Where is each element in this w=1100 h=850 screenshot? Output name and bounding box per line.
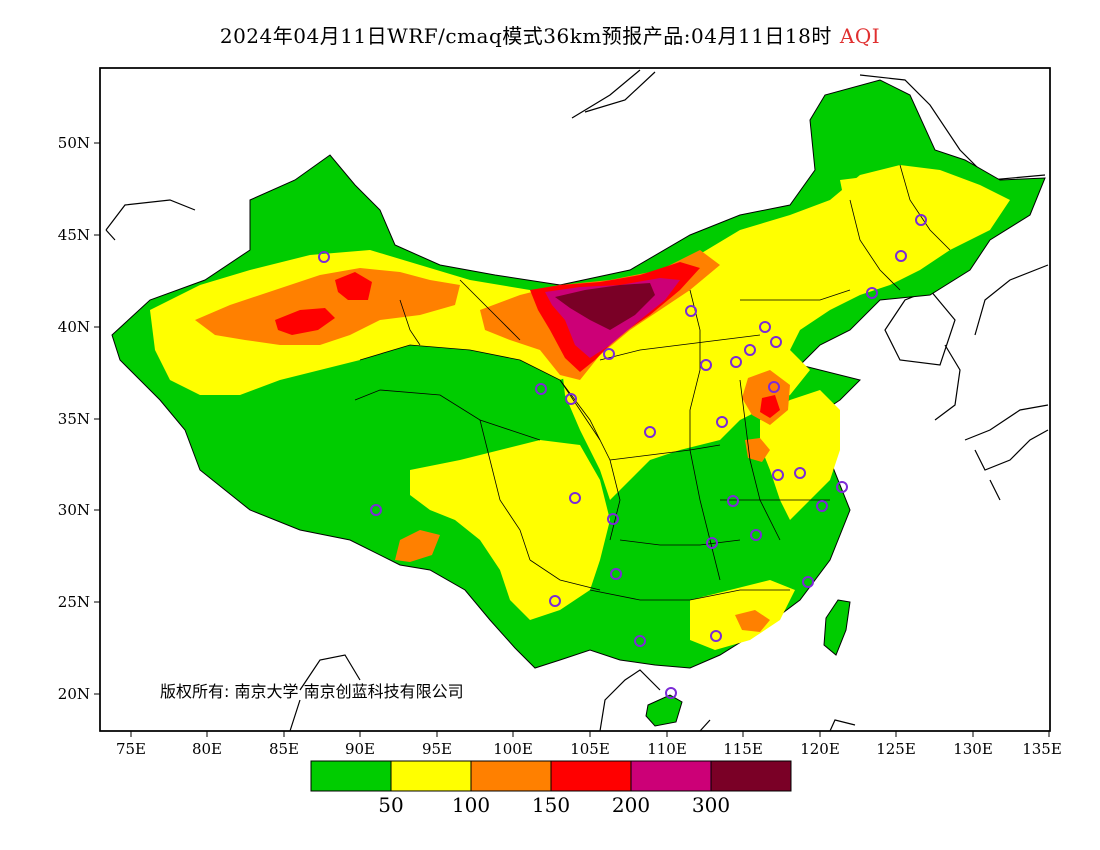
lat-tick-label: 50N	[58, 134, 90, 152]
station-marker	[634, 635, 646, 647]
station-marker	[915, 214, 927, 226]
station-marker	[644, 426, 656, 438]
lon-tick-label: 105E	[570, 740, 610, 758]
colorbar-label: 200	[612, 793, 650, 817]
station-marker	[750, 529, 762, 541]
lon-tick-label: 90E	[345, 740, 375, 758]
lat-tick-label: 30N	[58, 501, 90, 519]
lon-tick-label: 125E	[876, 740, 916, 758]
island-hainan	[645, 694, 683, 727]
lake-baikal-outline	[571, 69, 656, 119]
lon-tick-label: 100E	[493, 740, 533, 758]
region-yellow-coast	[760, 390, 840, 520]
station-marker	[706, 537, 718, 549]
region-red-xinjiang-west	[275, 308, 335, 335]
lat-tick-label: 35N	[58, 410, 90, 428]
colorbar-swatch	[390, 760, 472, 792]
colorbar-label: 100	[452, 793, 490, 817]
station-marker	[700, 359, 712, 371]
korea-outline	[884, 289, 956, 366]
kazakh-outline	[105, 199, 196, 241]
lat-tick-label: 25N	[58, 593, 90, 611]
region-orange-guangdong	[735, 610, 770, 632]
station-marker	[772, 469, 784, 481]
colorbar-label: 300	[692, 793, 730, 817]
lat-tick-label: 40N	[58, 318, 90, 336]
lon-tick-label: 95E	[422, 740, 452, 758]
southasia-outline	[289, 654, 361, 731]
station-marker	[836, 481, 848, 493]
map-title: 2024年04月11日WRF/cmaq模式36km预报产品:04月11日18时 A…	[0, 20, 1100, 49]
station-markers	[318, 214, 927, 699]
region-yellow-northeast-plain	[840, 175, 940, 255]
station-marker	[685, 305, 697, 317]
station-marker	[318, 251, 330, 263]
region-red-shandong	[760, 395, 780, 418]
indochina-outline	[599, 669, 711, 731]
lon-tick-label: 135E	[1022, 740, 1062, 758]
russia-coast	[974, 264, 1049, 336]
station-marker	[549, 595, 561, 607]
station-marker	[816, 500, 828, 512]
station-marker	[603, 348, 615, 360]
province-borders	[354, 164, 951, 601]
station-marker	[535, 383, 547, 395]
lon-tick-label: 120E	[800, 740, 840, 758]
region-orange-sichuan	[395, 530, 440, 562]
station-marker	[569, 492, 581, 504]
station-marker	[895, 250, 907, 262]
colorbar-swatch	[310, 760, 392, 792]
lon-tick-label: 115E	[723, 740, 763, 758]
region-maroon-north	[555, 283, 655, 330]
region-orange-xinjiang	[195, 268, 460, 345]
station-marker	[727, 495, 739, 507]
station-marker	[565, 393, 577, 405]
lon-tick-label: 130E	[953, 740, 993, 758]
longitude-axis: 75E 80E 85E 90E 95E 100E 105E 110E 115E …	[116, 731, 1062, 758]
station-marker	[794, 467, 806, 479]
region-orange-hubei	[745, 438, 770, 462]
colorbar-label: 150	[532, 793, 570, 817]
lat-tick-label: 20N	[58, 685, 90, 703]
title-main: 2024年04月11日WRF/cmaq模式36km预报产品:04月11日18时	[219, 24, 832, 48]
station-marker	[770, 336, 782, 348]
colorbar-label: 50	[378, 793, 403, 817]
station-marker	[716, 416, 728, 428]
station-marker	[744, 344, 756, 356]
station-marker	[370, 504, 382, 516]
colorbar-swatch	[470, 760, 552, 792]
lat-tick-label: 45N	[58, 226, 90, 244]
title-variable: AQI	[839, 24, 881, 48]
station-marker	[802, 576, 814, 588]
latitude-axis: 20N 25N 30N 35N 40N 45N 50N	[58, 134, 100, 703]
region-yellow-southwest	[410, 440, 610, 620]
philippines-outline	[829, 719, 856, 731]
lon-tick-label: 110E	[647, 740, 687, 758]
japan-outline	[964, 404, 1049, 501]
station-marker	[665, 687, 677, 699]
station-marker	[866, 287, 878, 299]
lon-tick-label: 80E	[192, 740, 222, 758]
station-marker	[768, 381, 780, 393]
copyright-text: 版权所有: 南京大学 南京创蓝科技有限公司	[160, 682, 464, 701]
colorbar-swatch	[550, 760, 632, 792]
colorbar: 50 100 150 200 300	[310, 760, 792, 817]
station-marker	[610, 568, 622, 580]
map-frame-border	[99, 67, 1051, 732]
station-marker	[759, 321, 771, 333]
region-red-xinjiang-east	[335, 272, 372, 300]
island-taiwan	[823, 599, 851, 656]
station-marker	[607, 513, 619, 525]
colorbar-swatch	[630, 760, 712, 792]
lon-tick-label: 85E	[269, 740, 299, 758]
coastlines	[105, 69, 1049, 731]
station-marker	[730, 356, 742, 368]
colorbar-swatch	[710, 760, 792, 792]
lon-tick-label: 75E	[116, 740, 146, 758]
station-marker	[710, 630, 722, 642]
korea-coast	[934, 344, 961, 421]
